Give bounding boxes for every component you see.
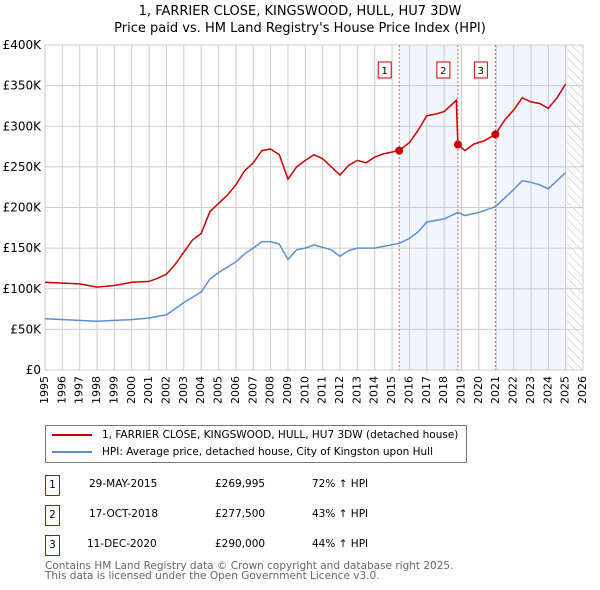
x-tick-label: 2019	[455, 376, 468, 404]
series-line	[44, 172, 567, 323]
x-tick-label: 1995	[38, 376, 51, 404]
x-tick-label: 2022	[507, 376, 520, 404]
hpi-diff: 43% ↑ HPI	[312, 508, 369, 520]
legend-item-hpi: HPI: Average price, detached house, City…	[52, 444, 433, 460]
x-tick-label: 2006	[229, 376, 242, 404]
x-tick-label: 2016	[402, 376, 415, 404]
x-tick-label: 2024	[541, 376, 554, 404]
y-tick-label: £350K	[3, 79, 43, 93]
x-tick-label: 2009	[281, 376, 294, 404]
x-tick-label: 2014	[368, 376, 381, 404]
chart-title: 1, FARRIER CLOSE, KINGSWOOD, HULL, HU7 3…	[138, 4, 462, 19]
x-tick-label: 2001	[142, 376, 155, 404]
x-tick-label: 2026	[576, 376, 589, 404]
y-tick-label: £0	[26, 363, 41, 377]
footer-line: This data is licensed under the Open Gov…	[45, 570, 380, 582]
x-tick-label: 1997	[73, 376, 86, 404]
sale-label: 3	[478, 66, 484, 77]
price: £290,000	[215, 538, 266, 550]
chart-svg: 1995 1996 1997 1998 1999 2000 2001 2002 2003 2004…	[3, 38, 589, 404]
x-tick-label: 2008	[264, 376, 277, 404]
x-tick-label: 2011	[316, 376, 329, 404]
sale-label: 1	[382, 66, 388, 77]
x-tick-label: 2004	[194, 376, 207, 404]
hpi-diff: 44% ↑ HPI	[312, 538, 369, 550]
sale-label-box	[377, 61, 392, 79]
x-tick-label: 2023	[524, 376, 537, 404]
sale-label-box	[473, 61, 488, 79]
sale-label-box	[436, 61, 451, 79]
transaction-row: 2 17-OCT-2018 £277,500 43% ↑ HPI	[45, 505, 465, 527]
price: £277,500	[215, 508, 266, 520]
series-line	[44, 83, 567, 288]
x-tick-label: 2015	[385, 376, 398, 404]
x-tick-label: 2021	[489, 376, 502, 404]
transaction-row: 1 29-MAY-2015 £269,995 72% ↑ HPI	[45, 475, 465, 497]
y-tick-label: £150K	[3, 241, 43, 255]
sale-label: 2	[440, 66, 446, 77]
x-tick-label: 2020	[472, 376, 485, 404]
footer: Contains HM Land Registry data © Crown c…	[45, 560, 454, 582]
marker-badge: 2	[45, 505, 60, 526]
price: £269,995	[215, 478, 266, 490]
marker-badge: 1	[45, 475, 60, 496]
x-tick-label: 1996	[55, 376, 68, 404]
sale-point	[395, 146, 404, 155]
y-tick-label: £50K	[10, 322, 42, 336]
x-tick-label: 2005	[212, 376, 225, 404]
x-tick-label: 2000	[125, 376, 138, 404]
legend-item-property: 1, FARRIER CLOSE, KINGSWOOD, HULL, HU7 3…	[52, 427, 458, 443]
date: 17-OCT-2018	[89, 508, 158, 520]
y-tick-label: £400K	[3, 38, 43, 52]
y-tick-label: £200K	[3, 201, 43, 215]
legend-label: HPI: Average price, detached house, City…	[102, 446, 433, 458]
x-tick-label: 1998	[90, 376, 103, 404]
transaction-row: 3 11-DEC-2020 £290,000 44% ↑ HPI	[45, 535, 465, 557]
x-tick-label: 2017	[420, 376, 433, 404]
x-tick-label: 2025	[559, 376, 572, 404]
legend-swatch-blue	[52, 451, 92, 453]
x-tick-label: 2003	[177, 376, 190, 404]
legend: 1, FARRIER CLOSE, KINGSWOOD, HULL, HU7 3…	[45, 425, 467, 463]
x-tick-label: 2012	[333, 376, 346, 404]
x-tick-label: 1999	[107, 376, 120, 404]
plot-frame	[44, 44, 584, 371]
y-tick-label: £250K	[3, 160, 43, 174]
x-tick-label: 2018	[437, 376, 450, 404]
hpi-diff: 72% ↑ HPI	[312, 478, 369, 490]
x-tick-label: 2013	[350, 376, 363, 404]
x-tick-label: 2002	[159, 376, 172, 404]
x-tick-label: 2010	[298, 376, 311, 404]
x-tick-label: 2007	[246, 376, 259, 404]
sale-point	[491, 130, 500, 139]
marker-badge: 3	[45, 535, 60, 556]
footer-line: Contains HM Land Registry data © Crown c…	[45, 560, 454, 572]
legend-swatch-red	[52, 434, 92, 436]
y-tick-label: £300K	[3, 119, 43, 133]
chart-subtitle: Price paid vs. HM Land Registry's House …	[114, 21, 486, 36]
y-tick-label: £100K	[3, 282, 43, 296]
date: 29-MAY-2015	[89, 478, 158, 490]
date: 11-DEC-2020	[87, 538, 157, 550]
legend-label: 1, FARRIER CLOSE, KINGSWOOD, HULL, HU7 3…	[102, 429, 459, 441]
sale-point	[453, 140, 462, 149]
